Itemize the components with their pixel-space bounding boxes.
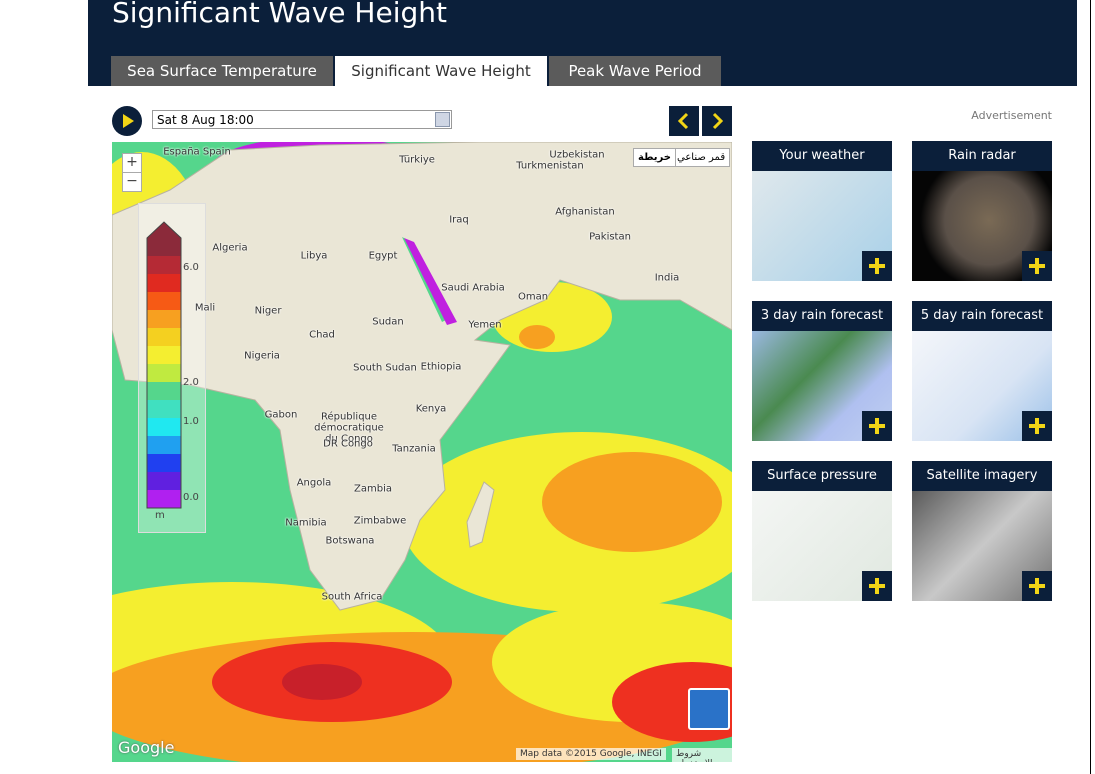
zoom-out[interactable]: − — [122, 172, 142, 192]
legend-tick: 2.0 — [183, 377, 199, 388]
map-label: South Sudan — [353, 362, 417, 374]
legend-tick: 1.0 — [183, 416, 199, 427]
map-type-map[interactable]: خريطة — [633, 148, 676, 167]
advertisement-label: Advertisement — [971, 109, 1052, 122]
map-label: Tanzania — [392, 443, 436, 455]
map-label: Mali — [194, 302, 216, 314]
tile-image — [752, 171, 892, 281]
google-logo: Google — [118, 738, 175, 757]
header: Significant Wave Height Sea Surface Temp… — [88, 0, 1077, 86]
map-label: Chad — [309, 329, 335, 341]
map-label: India — [654, 272, 680, 284]
map-label: Sudan — [372, 316, 404, 328]
map-label: Iraq — [449, 214, 469, 226]
terms-link[interactable]: شروط الاستخدام — [672, 748, 732, 762]
tile-title: Satellite imagery — [912, 461, 1052, 491]
plus-button[interactable] — [1022, 411, 1052, 441]
tile-image — [912, 491, 1052, 601]
legend-tick: 6.0 — [183, 262, 199, 273]
play-icon — [123, 114, 134, 128]
legend: 6.0 2.0 1.0 0.0 m — [138, 203, 206, 533]
map-attribution: Map data ©2015 Google, INEGI — [516, 748, 666, 760]
map-label: Yemen — [468, 319, 502, 331]
layer-control[interactable] — [688, 688, 730, 730]
map-label: Oman — [517, 291, 549, 303]
tile-title: Surface pressure — [752, 461, 892, 491]
plus-button[interactable] — [862, 411, 892, 441]
tile-title: Rain radar — [912, 141, 1052, 171]
tab-active[interactable]: Significant Wave Height — [335, 56, 547, 86]
map-label: Angola — [296, 477, 332, 489]
tile-title: 3 day rain forecast — [752, 301, 892, 331]
page-title: Significant Wave Height — [112, 0, 447, 29]
map-label: République démocratique du Congo — [314, 411, 384, 445]
next-icon — [712, 112, 724, 130]
map-label: España Spain — [163, 146, 231, 158]
zoom-in[interactable]: + — [122, 153, 142, 173]
tile[interactable]: Satellite imagery — [912, 461, 1052, 601]
tile-image — [752, 331, 892, 441]
tile[interactable]: 5 day rain forecast — [912, 301, 1052, 441]
map-label: Zambia — [354, 483, 392, 495]
map-label: Libya — [300, 250, 328, 262]
legend-tick: 0.0 — [183, 492, 199, 503]
map-type-satellite[interactable]: قمر صناعي — [672, 148, 731, 167]
plus-button[interactable] — [1022, 571, 1052, 601]
map-label: Botswana — [325, 535, 375, 547]
plus-button[interactable] — [862, 571, 892, 601]
map[interactable]: 6.0 2.0 1.0 0.0 m + − قمر صناعي خريطة Es… — [112, 142, 732, 762]
tab[interactable]: Peak Wave Period — [549, 56, 721, 86]
next-button[interactable] — [702, 106, 732, 136]
date-select[interactable]: Sat 8 Aug 18:00 — [152, 110, 452, 129]
map-label: Niger — [254, 305, 282, 317]
tile-image — [912, 331, 1052, 441]
wave-field — [112, 142, 732, 762]
tab[interactable]: Sea Surface Temperature — [111, 56, 333, 86]
map-label: Gabon — [264, 409, 298, 421]
tile-image — [912, 171, 1052, 281]
tile[interactable]: 3 day rain forecast — [752, 301, 892, 441]
tile[interactable]: Surface pressure — [752, 461, 892, 601]
map-label: Pakistan — [589, 231, 631, 243]
plus-button[interactable] — [862, 251, 892, 281]
map-label: Uzbekistan — [549, 149, 605, 161]
dropdown-arrow — [435, 112, 450, 127]
tile-image — [752, 491, 892, 601]
map-label: Zimbabwe — [353, 515, 407, 527]
map-label: South Africa — [321, 591, 383, 603]
legend-ramp — [146, 221, 182, 509]
date-value: Sat 8 Aug 18:00 — [157, 113, 254, 127]
prev-icon — [677, 112, 689, 130]
tile[interactable]: Rain radar — [912, 141, 1052, 281]
frame-edge — [1090, 0, 1091, 774]
map-label: Egypt — [368, 250, 398, 262]
map-label: Kenya — [415, 403, 447, 415]
map-label: Namibia — [285, 517, 327, 529]
tile-title: 5 day rain forecast — [912, 301, 1052, 331]
legend-unit: m — [155, 510, 165, 521]
prev-button[interactable] — [669, 106, 699, 136]
map-label: Türkiye — [399, 154, 435, 166]
plus-button[interactable] — [1022, 251, 1052, 281]
map-label: Nigeria — [244, 350, 280, 362]
tile-title: Your weather — [752, 141, 892, 171]
map-label: Saudi Arabia — [441, 282, 505, 294]
map-label: Algeria — [212, 242, 248, 254]
map-label: DR Congo — [323, 438, 373, 450]
map-label: Ethiopia — [420, 361, 462, 373]
map-label: Afghanistan — [555, 206, 615, 218]
tile[interactable]: Your weather — [752, 141, 892, 281]
play-button[interactable] — [112, 106, 142, 136]
map-label: Turkmenistan — [516, 160, 584, 172]
